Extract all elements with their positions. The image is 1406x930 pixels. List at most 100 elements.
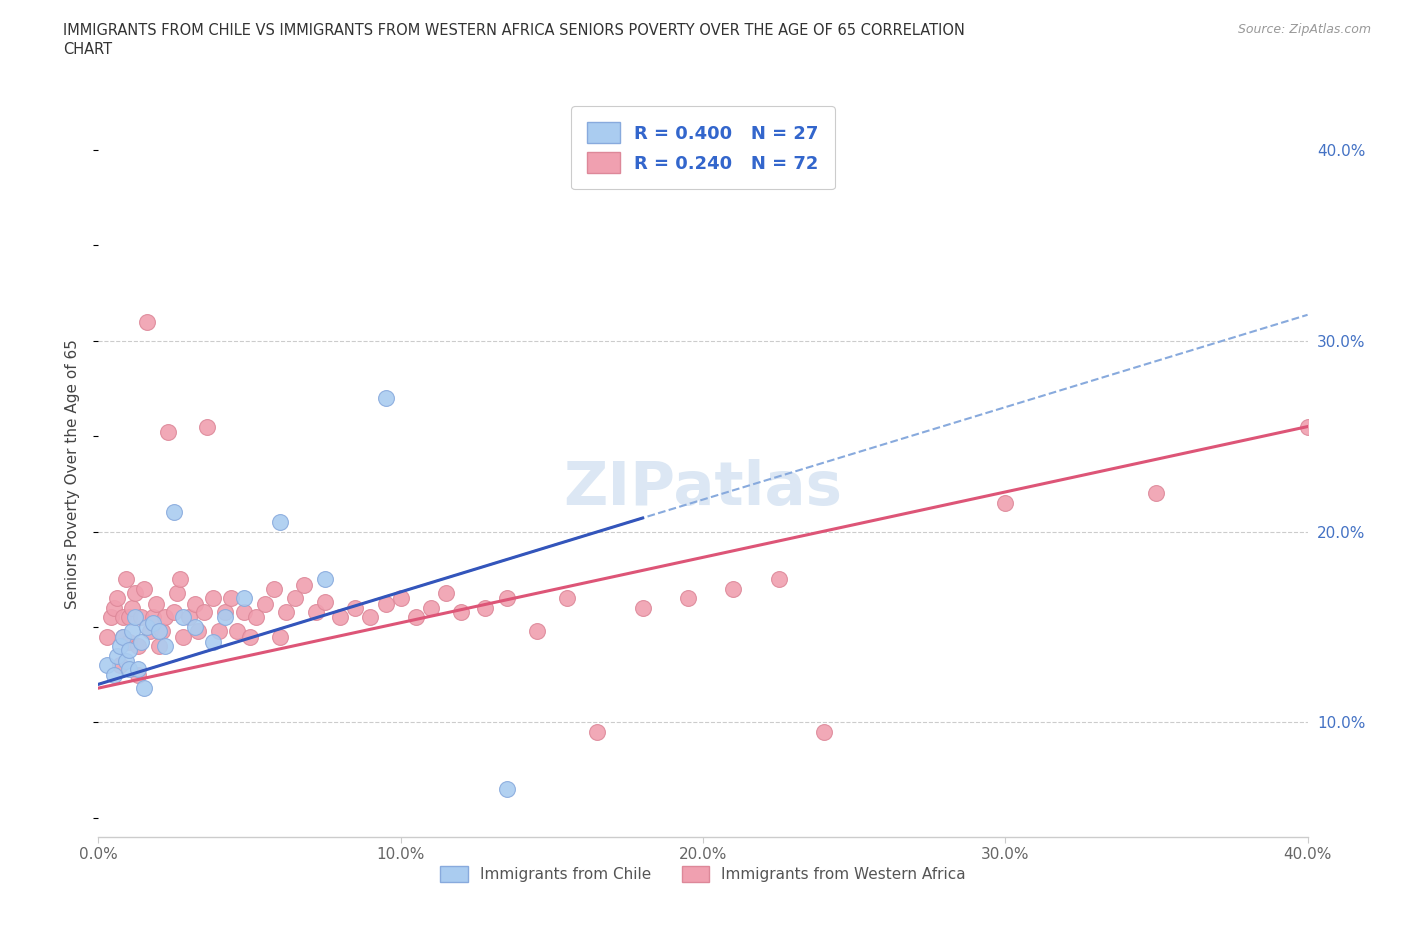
Point <box>232 604 254 619</box>
Point <box>586 724 609 739</box>
Text: Source: ZipAtlas.com: Source: ZipAtlas.com <box>1237 23 1371 36</box>
Point <box>127 661 149 676</box>
Point <box>245 610 267 625</box>
Point <box>187 623 209 638</box>
Point <box>103 668 125 683</box>
Point <box>127 639 149 654</box>
Point <box>329 610 352 625</box>
Point <box>145 597 167 612</box>
Point <box>226 623 249 638</box>
Point <box>269 629 291 644</box>
Point <box>166 585 188 600</box>
Point <box>172 629 194 644</box>
Point <box>105 648 128 663</box>
Text: IMMIGRANTS FROM CHILE VS IMMIGRANTS FROM WESTERN AFRICA SENIORS POVERTY OVER THE: IMMIGRANTS FROM CHILE VS IMMIGRANTS FROM… <box>63 23 965 38</box>
Point <box>495 591 517 605</box>
Point <box>184 597 207 612</box>
Point <box>132 681 155 696</box>
Point <box>139 623 162 638</box>
Point <box>420 601 443 616</box>
Point <box>135 619 157 634</box>
Point <box>314 595 336 610</box>
Point <box>114 572 136 587</box>
Point <box>111 629 134 644</box>
Point <box>555 591 578 605</box>
Point <box>132 581 155 596</box>
Point <box>274 604 297 619</box>
Point <box>111 610 134 625</box>
Point <box>124 585 146 600</box>
Point <box>100 610 122 625</box>
Point <box>150 623 173 638</box>
Point <box>108 658 131 672</box>
Point <box>292 578 315 592</box>
Point <box>768 572 790 587</box>
Point <box>169 572 191 587</box>
Point <box>723 581 745 596</box>
Point <box>214 604 236 619</box>
Point <box>195 419 218 434</box>
Point <box>1296 419 1319 434</box>
Point <box>221 591 243 605</box>
Point <box>405 610 427 625</box>
Point <box>1144 486 1167 501</box>
Point <box>994 496 1017 511</box>
Point <box>676 591 699 605</box>
Point <box>142 616 165 631</box>
Point <box>1357 429 1379 444</box>
Point <box>148 639 170 654</box>
Point <box>360 610 382 625</box>
Y-axis label: Seniors Poverty Over the Age of 65: Seniors Poverty Over the Age of 65 <box>65 339 80 609</box>
Point <box>344 601 367 616</box>
Point <box>239 629 262 644</box>
Point <box>96 629 118 644</box>
Point <box>121 623 143 638</box>
Point <box>114 654 136 669</box>
Point <box>202 635 225 650</box>
Point <box>129 635 152 650</box>
Point <box>374 597 396 612</box>
Point <box>148 623 170 638</box>
Point <box>103 601 125 616</box>
Point <box>118 661 141 676</box>
Point <box>495 782 517 797</box>
Point <box>214 610 236 625</box>
Point <box>124 610 146 625</box>
Point <box>135 314 157 329</box>
Point <box>631 601 654 616</box>
Point <box>105 591 128 605</box>
Point <box>389 591 412 605</box>
Legend: Immigrants from Chile, Immigrants from Western Africa: Immigrants from Chile, Immigrants from W… <box>427 855 979 895</box>
Text: ZIPatlas: ZIPatlas <box>564 459 842 518</box>
Point <box>526 623 548 638</box>
Point <box>232 591 254 605</box>
Point <box>118 635 141 650</box>
Point <box>813 724 835 739</box>
Point <box>127 668 149 683</box>
Point <box>163 505 186 520</box>
Point <box>129 610 152 625</box>
Point <box>434 585 457 600</box>
Point <box>208 623 231 638</box>
Point <box>314 572 336 587</box>
Point <box>108 639 131 654</box>
Text: CHART: CHART <box>63 42 112 57</box>
Point <box>96 658 118 672</box>
Point <box>184 619 207 634</box>
Point <box>193 604 215 619</box>
Point <box>118 643 141 658</box>
Point <box>156 425 179 440</box>
Point <box>121 601 143 616</box>
Point <box>450 604 472 619</box>
Point <box>474 601 496 616</box>
Point <box>179 610 201 625</box>
Point <box>153 610 176 625</box>
Point <box>111 629 134 644</box>
Point <box>263 581 285 596</box>
Point <box>163 604 186 619</box>
Point <box>284 591 307 605</box>
Point <box>153 639 176 654</box>
Point <box>172 610 194 625</box>
Point <box>374 391 396 405</box>
Point <box>269 514 291 529</box>
